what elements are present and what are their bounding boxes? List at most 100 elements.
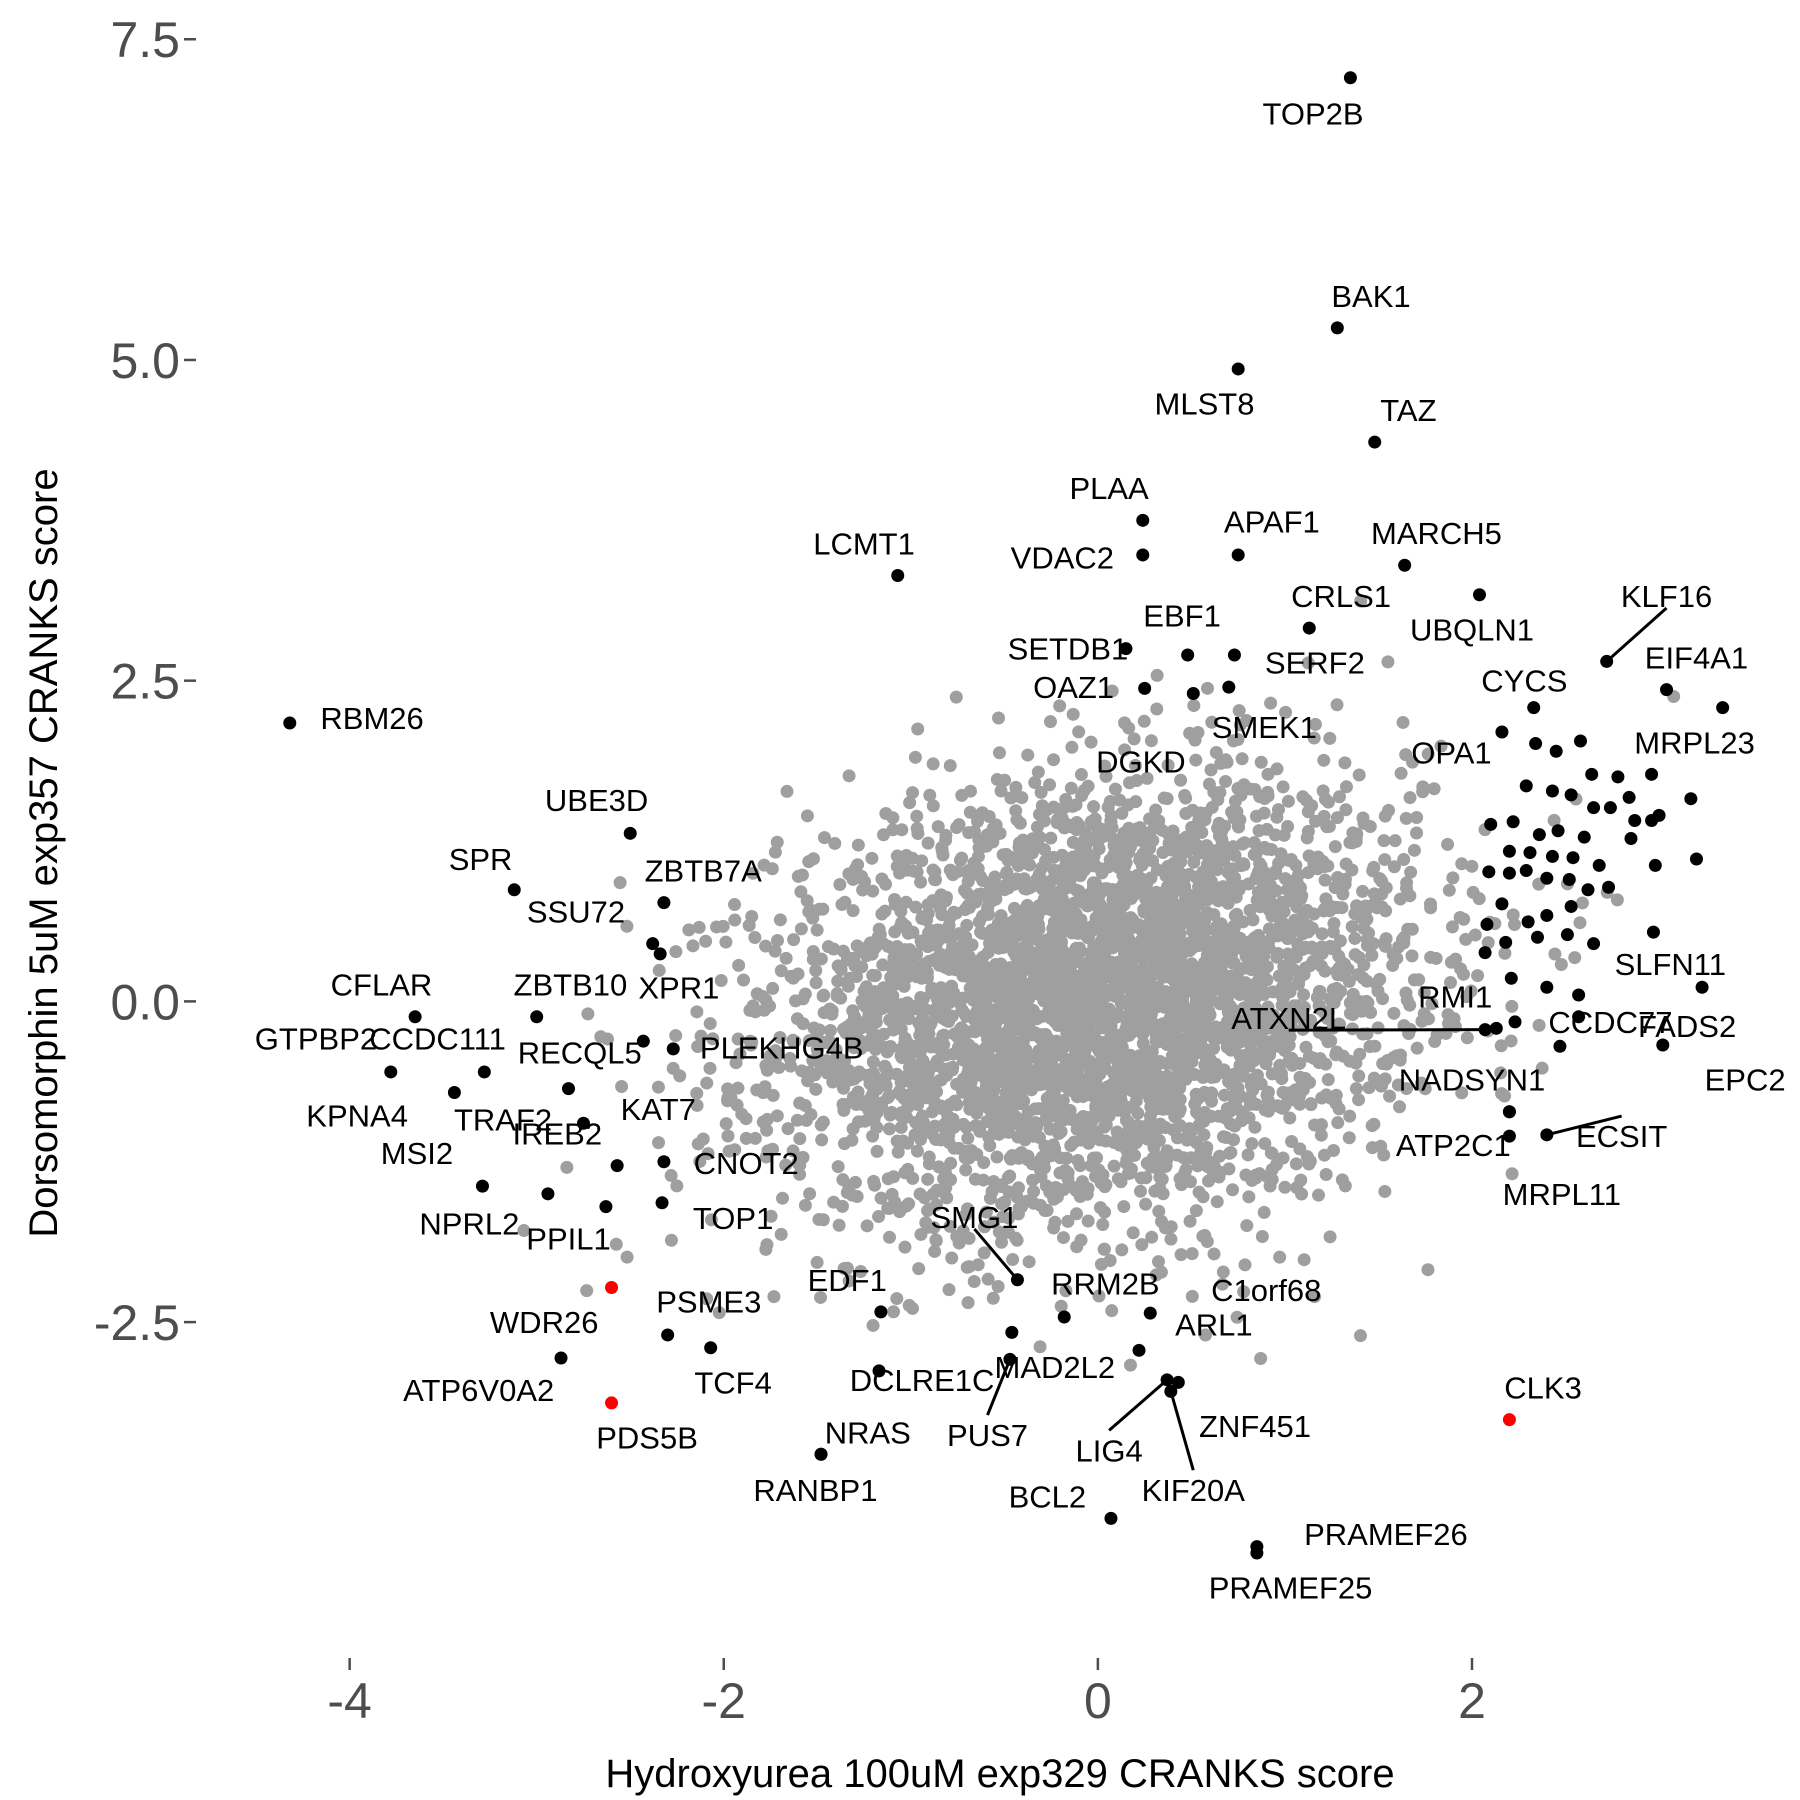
background-point — [955, 788, 969, 802]
point-clk3 — [1502, 1413, 1516, 1427]
background-point — [1102, 1109, 1116, 1123]
point-oaz1 — [1138, 681, 1152, 695]
background-point — [1061, 956, 1075, 970]
background-point — [1378, 809, 1392, 823]
highlight-point — [1560, 928, 1574, 942]
background-point — [984, 1015, 998, 1029]
background-point — [1331, 870, 1345, 884]
background-point — [1494, 1066, 1508, 1080]
background-point — [1254, 1028, 1268, 1042]
background-point — [1387, 860, 1401, 874]
highlight-point — [1624, 831, 1638, 845]
background-point — [912, 1262, 926, 1276]
background-point — [1299, 793, 1313, 807]
background-point — [1015, 1200, 1029, 1214]
background-point — [1507, 918, 1521, 932]
background-point — [794, 885, 808, 899]
point-traf2 — [562, 1082, 576, 1096]
background-point — [760, 1123, 774, 1137]
background-point — [1052, 1063, 1066, 1077]
label-bcl2: BCL2 — [1009, 1480, 1087, 1515]
background-point — [750, 1083, 764, 1097]
background-point — [1468, 928, 1482, 942]
background-point — [1039, 959, 1053, 973]
background-point — [1058, 1003, 1072, 1017]
highlight-point — [1502, 844, 1516, 858]
background-point — [760, 1112, 774, 1126]
background-point — [926, 757, 940, 771]
label-atp2c1: ATP2C1 — [1396, 1128, 1511, 1163]
point-gtpbp2 — [384, 1065, 398, 1079]
point-ppil1 — [599, 1200, 613, 1214]
background-point — [1060, 860, 1074, 874]
highlight-point — [1523, 846, 1537, 860]
background-point — [816, 1213, 830, 1227]
background-point — [1157, 926, 1171, 940]
background-point — [1554, 958, 1568, 972]
background-point — [1081, 1214, 1095, 1228]
background-point — [1106, 982, 1120, 996]
highlight-point — [1478, 946, 1492, 960]
background-point — [1284, 891, 1298, 905]
background-point — [1185, 1247, 1199, 1261]
background-point — [1198, 962, 1212, 976]
background-point — [780, 784, 794, 798]
highlight-point — [1652, 808, 1666, 822]
background-point — [1254, 1077, 1268, 1091]
point-edf1 — [874, 1305, 888, 1319]
background-point — [1210, 960, 1224, 974]
background-point — [891, 1145, 905, 1159]
point-xpr1 — [653, 947, 667, 961]
background-point — [1053, 699, 1067, 713]
background-point — [1264, 1146, 1278, 1160]
background-point — [849, 862, 863, 876]
background-point — [915, 937, 929, 951]
background-point — [911, 722, 925, 736]
background-point — [1405, 922, 1419, 936]
background-point — [895, 915, 909, 929]
label-pramef25: PRAMEF25 — [1209, 1571, 1373, 1606]
background-point — [939, 833, 953, 847]
background-point — [739, 1131, 753, 1145]
background-point — [1454, 962, 1468, 976]
background-point — [1134, 1171, 1148, 1185]
background-point — [1077, 834, 1091, 848]
background-point — [1069, 823, 1083, 837]
background-point — [1128, 938, 1142, 952]
background-point — [1211, 843, 1225, 857]
background-point — [1209, 745, 1223, 759]
background-point — [1131, 869, 1145, 883]
background-point — [903, 1075, 917, 1089]
point-mlst8 — [1231, 362, 1245, 376]
background-point — [1124, 880, 1138, 894]
background-point — [1323, 992, 1337, 1006]
point-cycs — [1527, 701, 1541, 715]
background-point — [1025, 1050, 1039, 1064]
highlight-point — [1521, 915, 1535, 929]
background-point — [933, 901, 947, 915]
background-point — [744, 1038, 758, 1052]
background-point — [962, 1231, 976, 1245]
background-point — [1354, 594, 1368, 608]
background-point — [1054, 1299, 1068, 1313]
label-wdr26: WDR26 — [490, 1305, 599, 1340]
background-point — [1383, 1089, 1397, 1103]
background-point — [770, 933, 784, 947]
background-point — [1118, 716, 1132, 730]
background-point — [942, 1283, 956, 1297]
background-point — [948, 963, 962, 977]
background-point — [1173, 1092, 1187, 1106]
background-point — [878, 1059, 892, 1073]
background-point — [1128, 758, 1142, 772]
background-point — [955, 851, 969, 865]
background-point — [1415, 1076, 1429, 1090]
label-lcmt1: LCMT1 — [813, 526, 915, 561]
label-cflar: CFLAR — [331, 968, 433, 1003]
background-point — [896, 1134, 910, 1148]
background-point — [1191, 1159, 1205, 1173]
background-point — [1043, 715, 1057, 729]
background-point — [682, 923, 696, 937]
background-point — [994, 1235, 1008, 1249]
background-point — [1120, 1017, 1134, 1031]
background-point — [928, 1244, 942, 1258]
